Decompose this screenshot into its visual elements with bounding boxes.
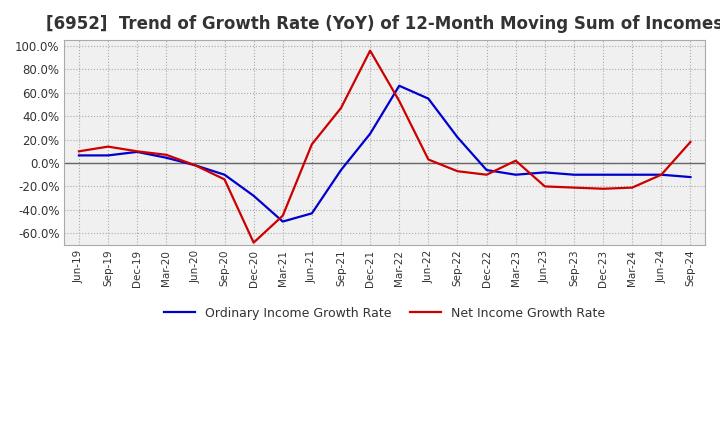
Ordinary Income Growth Rate <box>453 135 462 140</box>
Ordinary Income Growth Rate <box>162 155 171 161</box>
Net Income Growth Rate <box>191 163 199 168</box>
Net Income Growth Rate <box>453 169 462 174</box>
Ordinary Income Growth Rate <box>541 170 549 175</box>
Net Income Growth Rate <box>482 172 491 177</box>
Legend: Ordinary Income Growth Rate, Net Income Growth Rate: Ordinary Income Growth Rate, Net Income … <box>158 302 611 325</box>
Ordinary Income Growth Rate <box>482 167 491 172</box>
Net Income Growth Rate <box>424 157 433 162</box>
Ordinary Income Growth Rate <box>337 167 346 172</box>
Ordinary Income Growth Rate <box>366 131 374 136</box>
Ordinary Income Growth Rate <box>511 172 520 177</box>
Net Income Growth Rate <box>686 139 695 145</box>
Net Income Growth Rate <box>570 185 578 190</box>
Ordinary Income Growth Rate <box>570 172 578 177</box>
Net Income Growth Rate <box>657 172 666 177</box>
Ordinary Income Growth Rate <box>104 153 112 158</box>
Ordinary Income Growth Rate <box>220 172 229 177</box>
Net Income Growth Rate <box>599 186 608 191</box>
Ordinary Income Growth Rate <box>657 172 666 177</box>
Net Income Growth Rate <box>366 48 374 53</box>
Net Income Growth Rate <box>133 149 142 154</box>
Net Income Growth Rate <box>75 149 84 154</box>
Net Income Growth Rate <box>249 240 258 245</box>
Net Income Growth Rate <box>337 105 346 110</box>
Ordinary Income Growth Rate <box>395 83 404 88</box>
Ordinary Income Growth Rate <box>133 149 142 154</box>
Ordinary Income Growth Rate <box>424 96 433 101</box>
Net Income Growth Rate <box>541 184 549 189</box>
Net Income Growth Rate <box>220 177 229 182</box>
Ordinary Income Growth Rate <box>191 163 199 168</box>
Ordinary Income Growth Rate <box>686 174 695 180</box>
Ordinary Income Growth Rate <box>279 219 287 224</box>
Line: Net Income Growth Rate: Net Income Growth Rate <box>79 51 690 242</box>
Ordinary Income Growth Rate <box>599 172 608 177</box>
Net Income Growth Rate <box>104 144 112 149</box>
Net Income Growth Rate <box>511 158 520 163</box>
Net Income Growth Rate <box>307 142 316 147</box>
Title: [6952]  Trend of Growth Rate (YoY) of 12-Month Moving Sum of Incomes: [6952] Trend of Growth Rate (YoY) of 12-… <box>46 15 720 33</box>
Net Income Growth Rate <box>628 185 636 190</box>
Net Income Growth Rate <box>162 152 171 158</box>
Net Income Growth Rate <box>395 98 404 103</box>
Line: Ordinary Income Growth Rate: Ordinary Income Growth Rate <box>79 86 690 222</box>
Net Income Growth Rate <box>279 213 287 218</box>
Ordinary Income Growth Rate <box>75 153 84 158</box>
Ordinary Income Growth Rate <box>249 193 258 198</box>
Ordinary Income Growth Rate <box>628 172 636 177</box>
Ordinary Income Growth Rate <box>307 211 316 216</box>
